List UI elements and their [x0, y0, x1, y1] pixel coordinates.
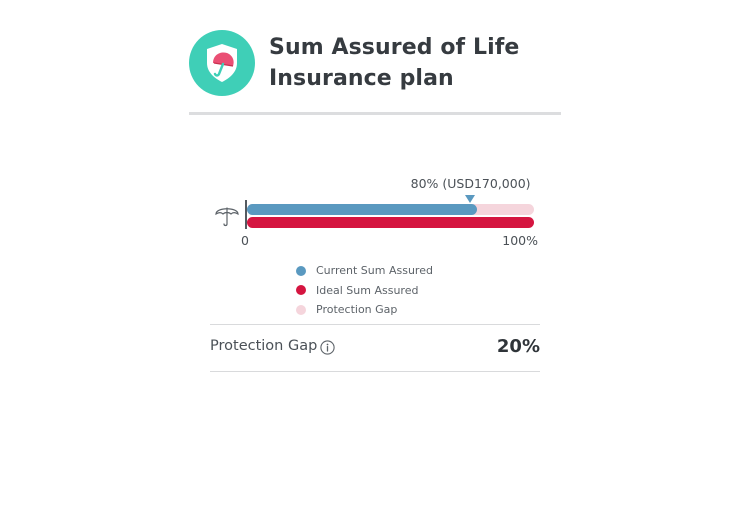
- legend-item-gap: Protection Gap: [296, 300, 433, 320]
- tick-label-0: 0: [241, 233, 249, 248]
- current-value-marker: [464, 195, 475, 203]
- info-icon[interactable]: [320, 340, 335, 359]
- summary-label: Protection Gap: [210, 338, 318, 354]
- header-divider: [189, 112, 561, 115]
- summary-value: 20%: [496, 336, 540, 357]
- chart-legend: Current Sum Assured Ideal Sum Assured Pr…: [296, 261, 433, 320]
- legend-label: Ideal Sum Assured: [316, 283, 419, 297]
- legend-swatch: [296, 304, 306, 315]
- page-title: Sum Assured of Life Insurance plan: [269, 35, 520, 91]
- protection-gap-summary: Protection Gap 20%: [210, 324, 540, 372]
- marker-label: 80% (USD170,000): [410, 176, 531, 191]
- axis-baseline: [245, 200, 247, 229]
- legend-label: Protection Gap: [316, 303, 398, 317]
- shield-umbrella-icon: [189, 30, 255, 96]
- sum-assured-chart: 80% (USD170,000) 0 100%: [210, 170, 540, 250]
- ideal-sum-assured-bar: [247, 217, 534, 228]
- legend-item-ideal: Ideal Sum Assured: [296, 281, 433, 301]
- legend-swatch: [296, 285, 306, 296]
- tick-label-100: 100%: [502, 233, 538, 248]
- header: Sum Assured of Life Insurance plan: [189, 30, 561, 114]
- legend-label: Current Sum Assured: [316, 264, 433, 278]
- legend-swatch: [296, 265, 306, 276]
- umbrella-icon: [214, 202, 240, 232]
- legend-item-current: Current Sum Assured: [296, 261, 433, 281]
- current-sum-assured-bar: [247, 204, 477, 215]
